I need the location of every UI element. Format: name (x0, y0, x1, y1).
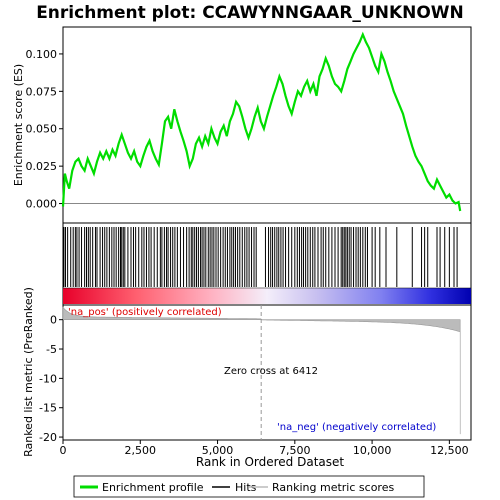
es-line (61, 31, 462, 212)
x-tick-label: 7,500 (279, 444, 311, 457)
es-curve (61, 31, 462, 212)
metric-y-tick-label: -20 (39, 431, 57, 444)
pos-label: 'na_pos' (positively correlated) (68, 307, 222, 318)
legend-metric-label: Ranking metric scores (272, 481, 394, 494)
metric-y-tick-label: -10 (39, 372, 57, 385)
es-panel (62, 26, 472, 224)
es-y-tick-label: 0.000 (26, 198, 58, 211)
chart-title: Enrichment plot: CCAWYNNGAAR_UNKNOWN (36, 3, 464, 23)
zero-cross-label: Zero cross at 6412 (224, 366, 318, 377)
legend-es-label: Enrichment profile (102, 481, 204, 494)
hit-marks (63, 227, 458, 287)
metric-y-tick-label: -5 (46, 343, 57, 356)
x-tick-label: 10,000 (353, 444, 392, 457)
x-tick-label: 2,500 (125, 444, 157, 457)
x-tick-label: 5,000 (202, 444, 234, 457)
legend-hits-label: Hits (235, 481, 257, 494)
metric-fill (62, 306, 461, 435)
metric-y-tick-label: 0 (50, 314, 57, 327)
es-y-axis-label: Enrichment score (ES) (12, 64, 25, 186)
x-ticks: 0 2,500 5,000 7,500 10,000 12,500 (60, 440, 469, 457)
metric-y-ticks: 0 -5 -10 -15 -20 (39, 314, 63, 444)
rank-color-bar (63, 288, 471, 304)
es-y-tick-label: 0.050 (26, 123, 58, 136)
metric-area (62, 306, 461, 435)
es-y-tick-label: 0.100 (26, 48, 58, 61)
es-y-ticks: 0.000 0.025 0.050 0.075 0.100 (26, 48, 63, 211)
es-y-tick-label: 0.025 (26, 160, 58, 173)
neg-label: 'na_neg' (negatively correlated) (277, 422, 436, 433)
x-axis-label: Rank in Ordered Dataset (196, 455, 344, 469)
metric-panel (62, 304, 472, 441)
x-tick-label: 12,500 (430, 444, 469, 457)
x-tick-label: 0 (60, 444, 67, 457)
metric-y-tick-label: -15 (39, 402, 57, 415)
metric-y-axis-label: Ranked list metric (PreRanked) (22, 287, 35, 457)
es-y-tick-label: 0.075 (26, 85, 58, 98)
